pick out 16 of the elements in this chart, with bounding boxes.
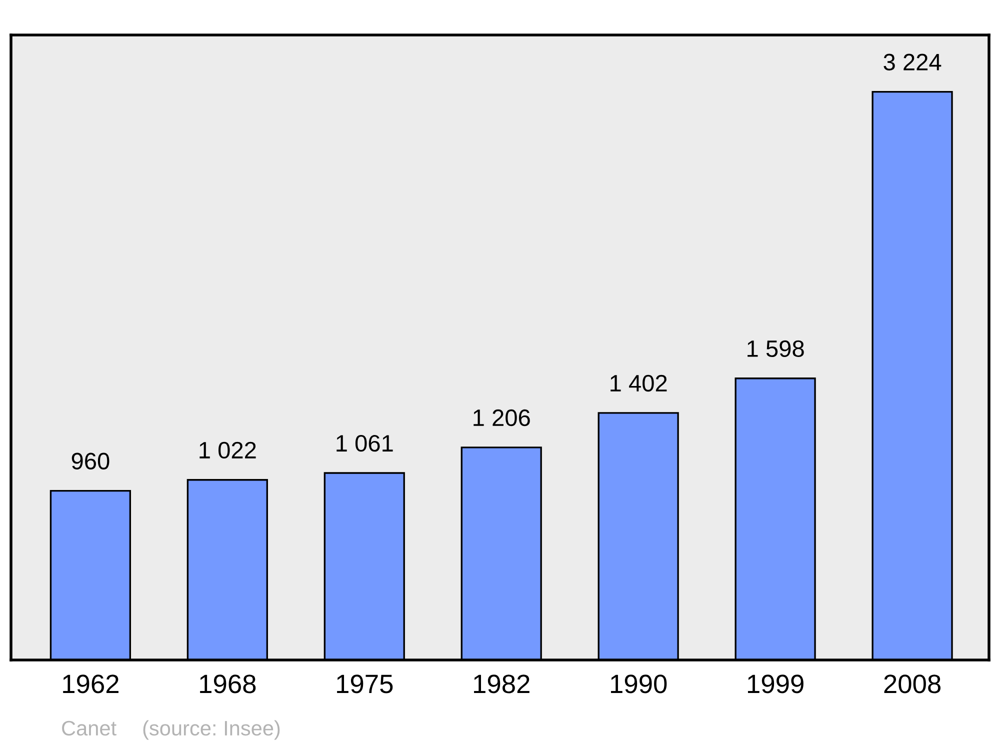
data-label: 960 (72, 452, 110, 470)
data-label: 3 224 (884, 54, 942, 70)
data-label: 1 598 (748, 340, 804, 358)
x-tick-label: 2008 (884, 674, 940, 694)
data-label: 1 061 (336, 434, 393, 452)
x-tick-label: 1962 (63, 674, 118, 694)
x-tick-label: 1968 (200, 674, 256, 694)
text: (source: Insee) (143, 720, 280, 740)
data-label: 1 402 (610, 374, 667, 392)
text: Canet (62, 720, 116, 736)
x-tick-label: 1975 (337, 674, 393, 694)
data-label: 1 022 (200, 442, 256, 459)
x-tick-label: 1982 (474, 674, 530, 694)
x-tick-label: 1999 (748, 674, 804, 694)
data-label: 1 206 (474, 409, 530, 426)
x-tick-label: 1990 (611, 674, 667, 694)
